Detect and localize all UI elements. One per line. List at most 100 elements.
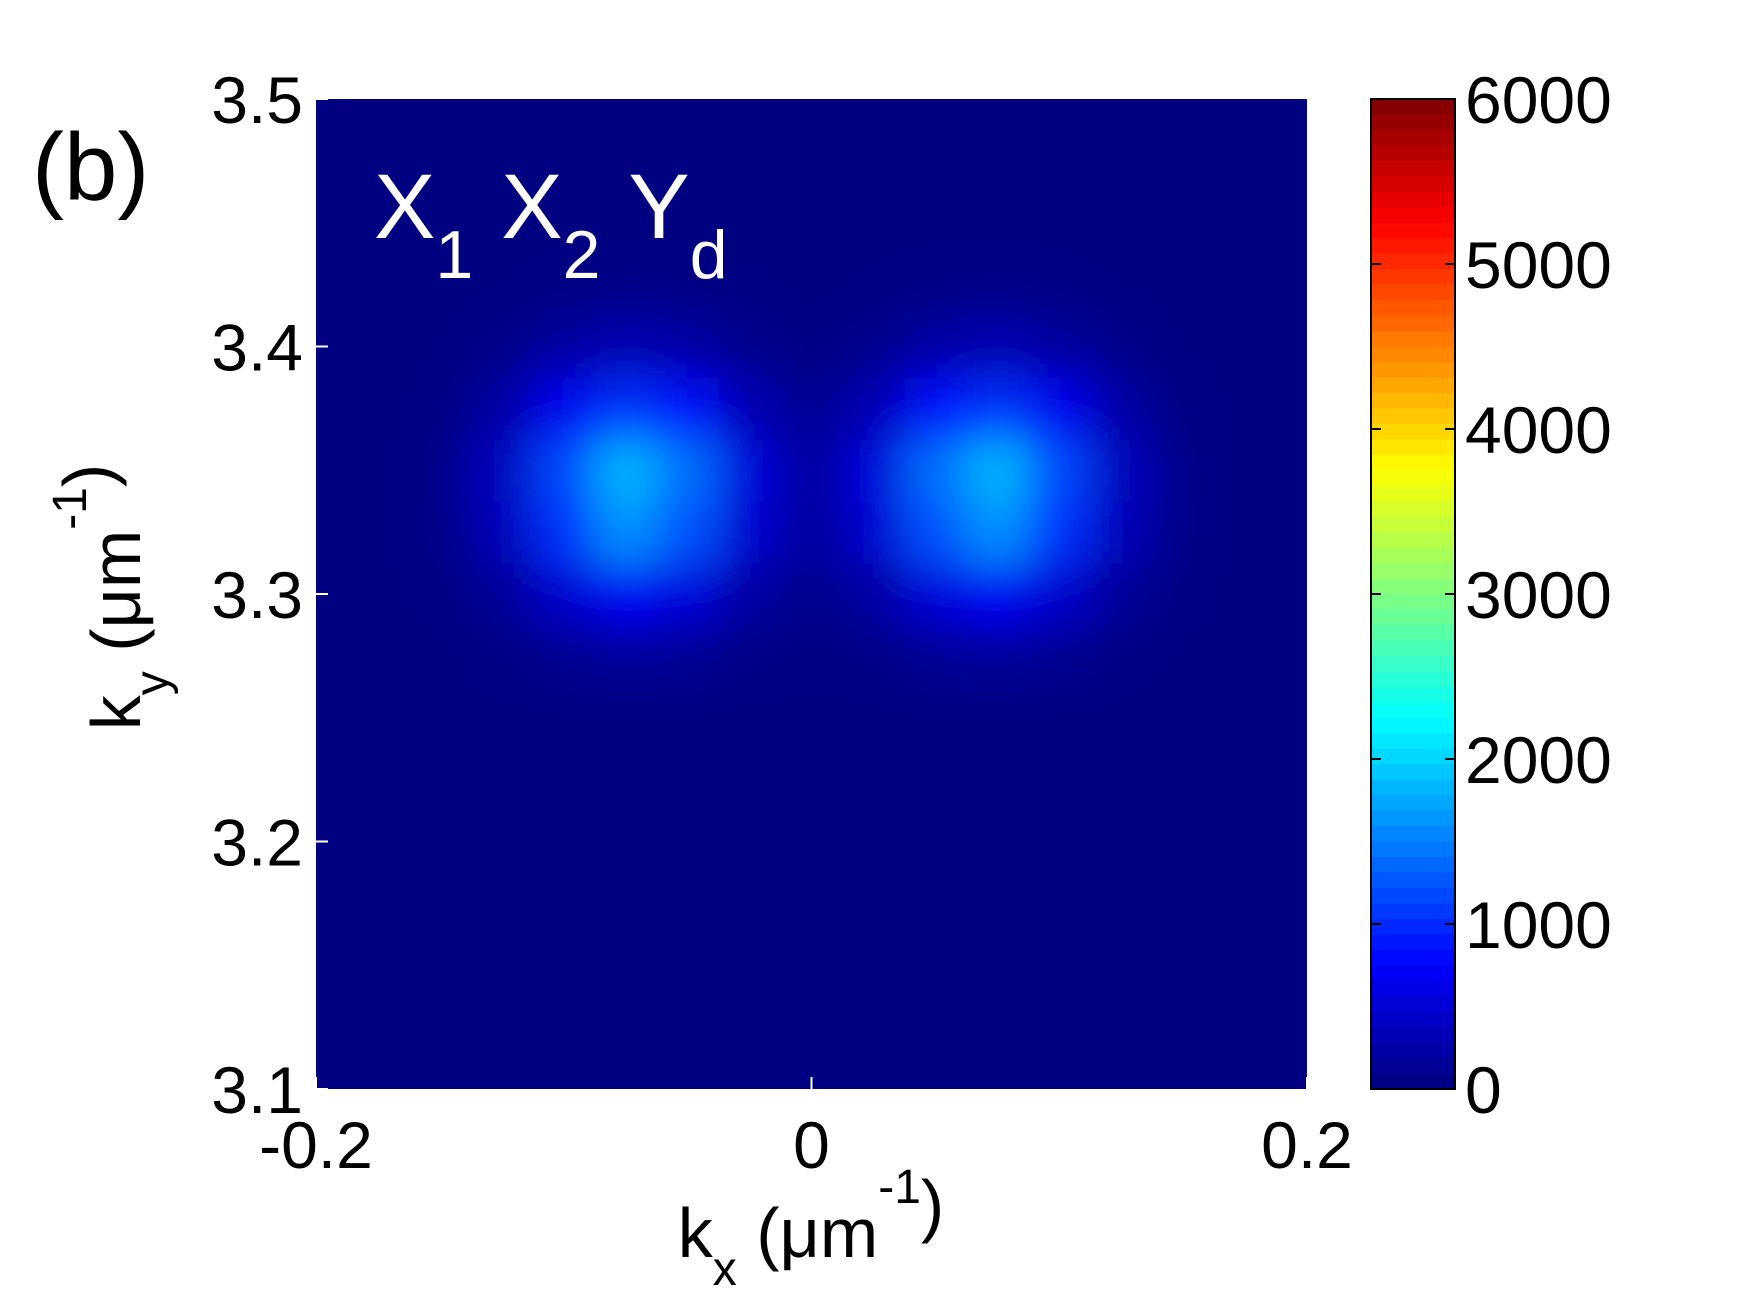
cell [1214, 872, 1277, 935]
cell [656, 934, 720, 997]
cell [656, 315, 720, 378]
colorbar-step [1371, 547, 1455, 564]
cell [1276, 191, 1307, 255]
cell [408, 872, 472, 935]
cell [1152, 501, 1215, 564]
cell [1276, 439, 1307, 502]
cell [904, 748, 967, 812]
cell [1276, 253, 1307, 317]
cell [316, 624, 348, 688]
cell [316, 191, 348, 255]
colorbar-step [1371, 145, 1455, 162]
cell [532, 934, 596, 997]
cell [1028, 624, 1091, 688]
cell [1090, 563, 1153, 626]
colorbar-tick-label: 1000 [1465, 888, 1612, 962]
cell [1090, 191, 1153, 255]
cell [470, 872, 534, 935]
cell [408, 191, 472, 255]
colorbar-step [1371, 903, 1455, 920]
cell [966, 315, 1029, 378]
cell [1214, 810, 1277, 873]
cell [346, 129, 410, 193]
cell [656, 501, 720, 564]
colorbar-step [1371, 222, 1455, 239]
cell [1028, 377, 1091, 440]
cell [1214, 377, 1277, 440]
cell [1152, 439, 1215, 502]
cell [1276, 129, 1307, 193]
cell [1214, 1058, 1277, 1089]
label-part: ) [49, 464, 127, 487]
cell [470, 996, 534, 1059]
cell [842, 439, 905, 502]
cell [904, 129, 967, 193]
colorbar-step [1371, 578, 1455, 595]
cell [594, 996, 658, 1059]
cell [1214, 996, 1277, 1059]
cell [1090, 99, 1153, 131]
cell [316, 253, 348, 317]
cell [594, 253, 658, 317]
cell [1276, 315, 1307, 378]
cell [1276, 377, 1307, 440]
cell [1028, 934, 1091, 997]
cell [904, 563, 967, 626]
cell [718, 1058, 782, 1089]
cell [532, 624, 596, 688]
cell [470, 377, 534, 440]
cell [1214, 934, 1277, 997]
cell [656, 563, 720, 626]
cell [346, 439, 410, 502]
cell [408, 501, 472, 564]
cell [656, 624, 720, 688]
label-part: y [126, 671, 179, 695]
cell [656, 191, 720, 255]
cell [842, 315, 905, 378]
label-part: -1 [878, 1161, 921, 1214]
cell [780, 99, 843, 131]
cell [346, 872, 410, 935]
cell [780, 563, 843, 626]
x-tick-label: -0.2 [259, 1108, 373, 1182]
colorbar-tick-label: 4000 [1465, 393, 1612, 467]
colorbar-step [1371, 191, 1455, 208]
colorbar-step [1371, 315, 1455, 332]
cell [346, 377, 410, 440]
cell [1090, 748, 1153, 812]
cell [532, 315, 596, 378]
cell [532, 129, 596, 193]
colorbar-tick-label: 6000 [1465, 63, 1612, 137]
cell [470, 686, 534, 750]
annotation-sub: 1 [435, 217, 473, 293]
colorbar-step [1371, 640, 1455, 657]
cell [408, 377, 472, 440]
cell [532, 872, 596, 935]
colorbar-step [1371, 1058, 1455, 1075]
colorbar-step [1371, 284, 1455, 301]
colorbar-step [1371, 439, 1455, 456]
colorbar-step [1371, 748, 1455, 765]
cell [718, 129, 782, 193]
cell [1214, 191, 1277, 255]
colorbar-step [1371, 841, 1455, 858]
cell [780, 810, 843, 873]
cell [346, 810, 410, 873]
cell [346, 191, 410, 255]
colorbar-step [1371, 408, 1455, 425]
cell [904, 501, 967, 564]
cell [470, 129, 534, 193]
annotation-letter: X [374, 156, 435, 258]
cell [1214, 129, 1277, 193]
cell [346, 686, 410, 750]
cell [408, 315, 472, 378]
colorbar-step [1371, 454, 1455, 471]
cell [532, 377, 596, 440]
cell [780, 748, 843, 812]
cell [656, 377, 720, 440]
cell [718, 624, 782, 688]
cell [1152, 686, 1215, 750]
cell [408, 686, 472, 750]
cell [316, 934, 348, 997]
y-tick-label: 3.4 [211, 311, 303, 385]
